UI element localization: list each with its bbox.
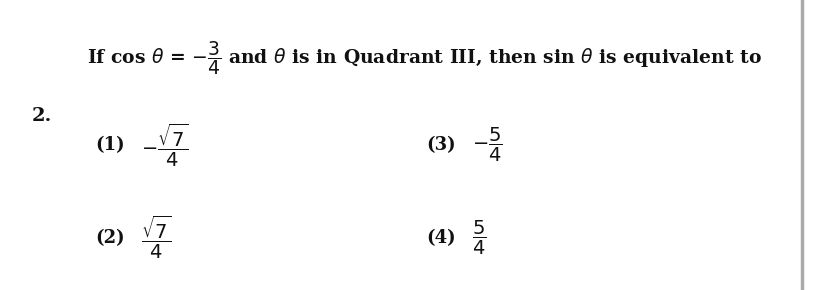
Text: 2.: 2. [31,107,52,125]
Text: $-\dfrac{\sqrt{7}}{4}$: $-\dfrac{\sqrt{7}}{4}$ [141,122,188,168]
Text: (3): (3) [426,136,456,154]
Text: $\dfrac{\sqrt{7}}{4}$: $\dfrac{\sqrt{7}}{4}$ [141,214,171,261]
Text: (4): (4) [426,229,456,247]
Text: $\dfrac{5}{4}$: $\dfrac{5}{4}$ [471,219,485,257]
Text: $-\dfrac{5}{4}$: $-\dfrac{5}{4}$ [471,126,502,164]
Text: (1): (1) [95,136,125,154]
Text: If cos $\theta$ = $-\dfrac{3}{4}$ and $\theta$ is in Quadrant III, then sin $\th: If cos $\theta$ = $-\dfrac{3}{4}$ and $\… [87,39,761,77]
Text: (2): (2) [95,229,125,247]
